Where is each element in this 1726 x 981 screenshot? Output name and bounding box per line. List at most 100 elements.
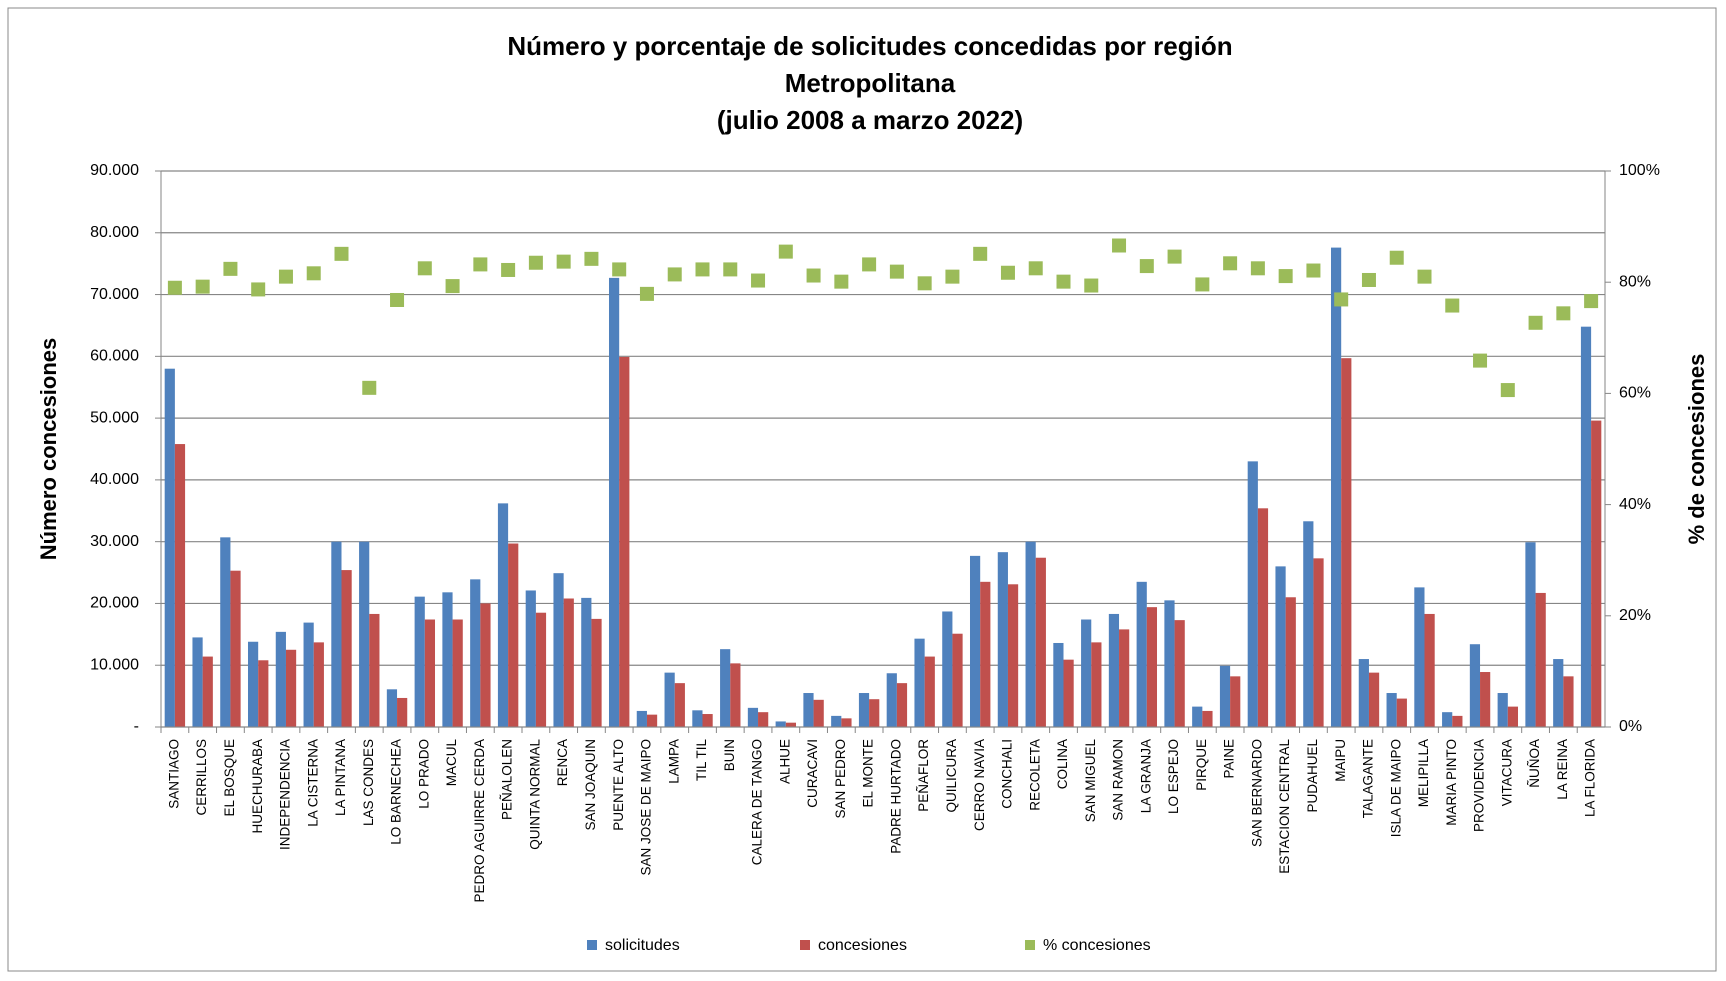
marker	[1139, 259, 1154, 274]
bar	[730, 663, 741, 727]
marker	[417, 261, 432, 276]
x-tick-label: CURACAVI	[805, 739, 820, 808]
chart-period: (julio 2008 a marzo 2022)	[717, 105, 1023, 135]
bar	[1091, 642, 1102, 727]
marker	[1167, 249, 1182, 264]
bar	[997, 552, 1008, 727]
bar	[1303, 521, 1314, 727]
legend-label: solicitudes	[605, 937, 680, 954]
bar	[1063, 659, 1074, 727]
bar	[692, 710, 703, 727]
chart-border	[7, 7, 1717, 972]
bar	[525, 590, 536, 727]
y2-tick-label: 80%	[1619, 273, 1651, 290]
bar	[452, 619, 463, 727]
bar	[952, 633, 963, 727]
bar	[275, 631, 286, 727]
bar	[359, 541, 370, 727]
bar	[1146, 607, 1158, 727]
marker	[973, 246, 988, 261]
x-tick-label: RECOLETA	[1027, 739, 1042, 811]
y2-tick-label: 0%	[1619, 718, 1642, 735]
bar	[1368, 672, 1380, 727]
x-tick-label: SAN PEDRO	[833, 739, 848, 819]
bar	[674, 683, 685, 727]
bar	[619, 356, 630, 727]
bar	[1192, 706, 1203, 727]
x-tick-label: LA CISTERNA	[305, 739, 320, 827]
bar	[608, 277, 620, 727]
bar	[1497, 693, 1508, 727]
x-tick-label: PADRE HURTADO	[888, 739, 903, 854]
marker	[639, 286, 654, 301]
bar	[914, 638, 925, 727]
bar	[785, 722, 797, 727]
marker	[334, 246, 349, 261]
bar	[1358, 659, 1369, 727]
bar	[1442, 712, 1453, 727]
bar	[841, 718, 852, 727]
x-tick-label: LAMPA	[666, 739, 681, 784]
x-tick-label: MAIPU	[1333, 739, 1348, 782]
marker	[917, 276, 932, 291]
legend-swatch	[1025, 940, 1035, 950]
bar	[369, 613, 380, 727]
bar	[1053, 642, 1064, 727]
bar	[1202, 710, 1213, 727]
bar	[1035, 557, 1046, 727]
bar	[1525, 542, 1536, 727]
marker	[862, 257, 877, 272]
bar	[702, 714, 713, 727]
marker	[1417, 269, 1432, 284]
x-tick-label: PEÑAFLOR	[916, 739, 931, 812]
marker	[1556, 306, 1571, 321]
bar	[636, 710, 647, 727]
bar	[1563, 676, 1574, 727]
y-tick-label: 90.000	[90, 162, 139, 179]
bar	[1164, 600, 1175, 727]
marker	[1056, 274, 1071, 289]
x-tick-label: SAN MIGUEL	[1083, 739, 1098, 823]
marker	[695, 262, 710, 277]
x-tick-label: PIRQUE	[1194, 739, 1209, 791]
y-tick-label: 70.000	[90, 286, 139, 303]
marker	[195, 279, 210, 294]
x-tick-label: QUINTA NORMAL	[527, 739, 542, 850]
y-tick-label: 30.000	[90, 533, 139, 550]
x-tick-label: EL MONTE	[861, 739, 876, 808]
y2-tick-label: 60%	[1619, 385, 1651, 402]
bar	[1257, 508, 1269, 727]
marker	[584, 251, 599, 266]
x-tick-label: BUIN	[722, 739, 737, 771]
x-tick-label: ÑUÑOA	[1527, 739, 1542, 788]
bar	[1313, 558, 1324, 727]
marker	[1028, 261, 1043, 276]
bar	[1507, 706, 1519, 727]
x-tick-label: MARIA PINTO	[1444, 739, 1459, 826]
x-tick-label: SAN RAMON	[1111, 739, 1126, 821]
bar	[1081, 619, 1092, 727]
bar	[202, 656, 213, 727]
bar	[980, 581, 991, 727]
bar	[1469, 644, 1481, 727]
x-tick-label: CONCHALI	[1000, 739, 1015, 809]
bar	[1424, 613, 1435, 727]
x-tick-label: VITACURA	[1499, 739, 1514, 806]
bar	[508, 543, 519, 727]
marker	[1389, 250, 1404, 265]
marker	[223, 261, 238, 276]
x-tick-label: SANTIAGO	[166, 739, 181, 809]
marker	[1084, 278, 1099, 293]
x-tick-label: LA PINTANA	[333, 739, 348, 816]
x-tick-label: LA REINA	[1555, 739, 1570, 800]
x-tick-label: MELIPILLA	[1416, 739, 1431, 807]
legend-label: % concesiones	[1043, 937, 1151, 954]
bar	[164, 368, 175, 727]
marker	[390, 292, 405, 307]
bar	[664, 672, 675, 727]
bar	[1535, 592, 1546, 727]
x-tick-label: MACUL	[444, 739, 459, 787]
x-tick-label: PUENTE ALTO	[611, 739, 626, 831]
marker	[1584, 294, 1599, 309]
bar	[1247, 461, 1258, 727]
